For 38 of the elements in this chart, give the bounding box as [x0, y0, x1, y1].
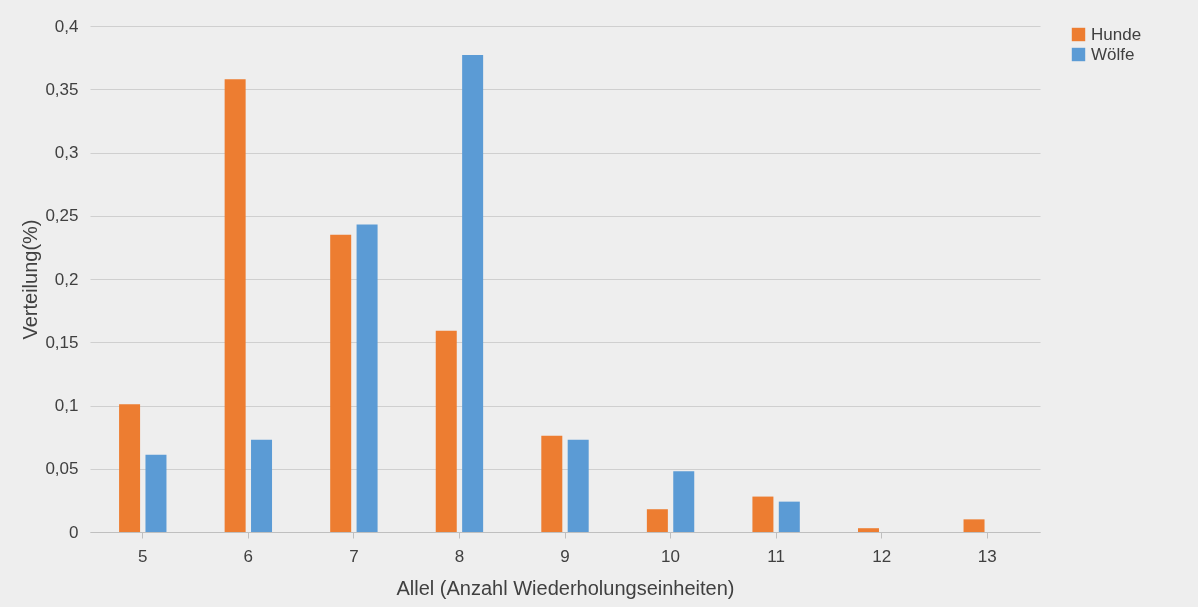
legend-label: Wölfe [1091, 44, 1135, 64]
x-tick-label: 6 [243, 546, 254, 566]
y-tick-label: 0,25 [45, 206, 79, 226]
bar [119, 404, 141, 532]
x-tick-label: 13 [977, 546, 997, 566]
bar [541, 435, 563, 532]
bar [857, 528, 879, 532]
bar [462, 55, 484, 532]
bar [646, 509, 668, 532]
x-tick-label: 5 [138, 546, 148, 566]
y-axis-title: Verteilung(%) [19, 219, 42, 340]
bar [356, 224, 378, 532]
y-tick-label: 0,05 [45, 459, 79, 479]
x-tick-label: 10 [661, 546, 681, 566]
x-tick-label: 12 [872, 546, 892, 566]
bar [224, 79, 246, 532]
y-tick-label: 0,35 [45, 79, 79, 99]
y-tick-label: 0 [69, 522, 79, 542]
bar [251, 439, 273, 532]
y-tick-label: 0,2 [54, 269, 79, 289]
y-tick-label: 0,3 [54, 143, 79, 162]
x-tick-label: 11 [767, 546, 785, 566]
bar [963, 519, 985, 532]
bar [778, 501, 800, 532]
y-tick-label: 0,4 [54, 16, 79, 36]
bar [330, 234, 352, 532]
bar [145, 454, 167, 532]
y-tick-label: 0,15 [45, 332, 79, 352]
bar [673, 471, 695, 532]
bar [567, 439, 589, 532]
x-tick-label: 7 [349, 546, 359, 566]
x-tick-label: 9 [560, 546, 570, 566]
x-tick-label: 8 [454, 546, 465, 566]
bar [752, 496, 774, 532]
y-tick-label: 0,1 [54, 396, 79, 415]
x-axis-title: Allel (Anzahl Wiederholungseinheiten) [396, 576, 735, 599]
legend-label: Hunde [1091, 24, 1142, 44]
bar [435, 330, 457, 532]
